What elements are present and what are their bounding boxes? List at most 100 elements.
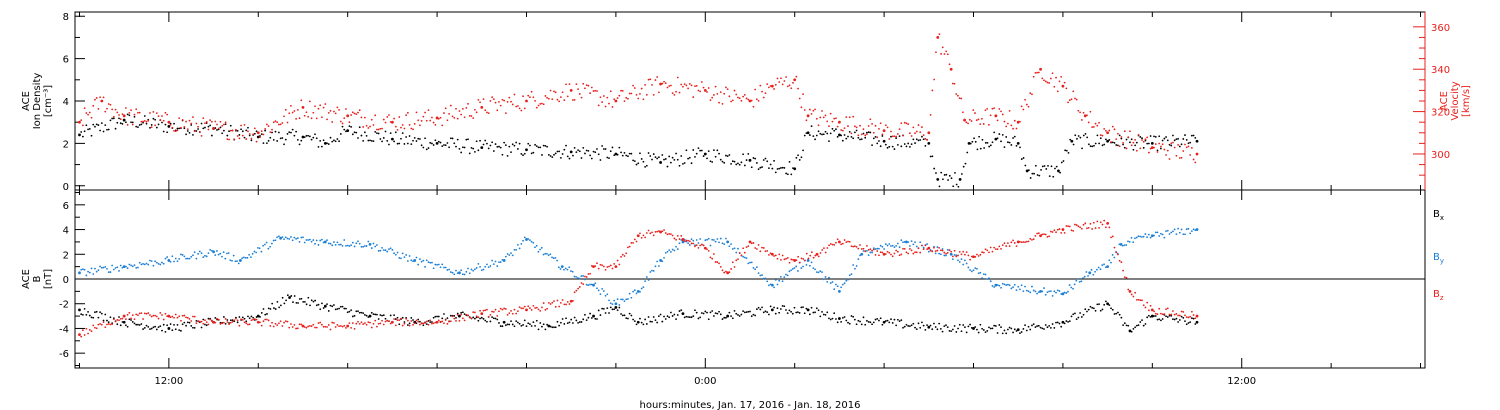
data-point xyxy=(618,146,621,149)
data-point xyxy=(769,163,772,166)
data-point xyxy=(501,325,504,328)
data-point xyxy=(443,144,445,146)
data-point xyxy=(819,270,822,273)
data-point xyxy=(699,238,702,240)
data-point xyxy=(840,134,843,137)
data-point xyxy=(183,255,186,258)
data-point xyxy=(465,138,468,141)
data-point xyxy=(1063,291,1066,294)
data-point xyxy=(537,250,540,253)
data-point xyxy=(884,243,887,246)
data-point xyxy=(819,315,822,318)
series-blue-bottom xyxy=(78,227,1199,306)
data-point xyxy=(288,131,291,134)
data-point xyxy=(559,301,562,304)
data-point xyxy=(272,325,275,328)
data-point xyxy=(492,310,495,313)
data-point xyxy=(406,260,409,262)
data-point xyxy=(636,320,640,324)
data-point xyxy=(914,241,916,244)
data-point xyxy=(133,264,136,267)
data-point xyxy=(601,307,604,310)
data-point xyxy=(205,324,208,327)
data-point xyxy=(565,144,567,147)
data-point xyxy=(688,244,691,246)
data-point xyxy=(92,104,95,107)
data-point xyxy=(599,314,602,316)
data-point xyxy=(188,119,191,122)
data-point xyxy=(226,252,228,255)
data-point xyxy=(935,172,937,174)
data-point xyxy=(343,324,346,327)
data-point xyxy=(350,114,353,116)
data-point xyxy=(986,330,989,332)
data-point xyxy=(979,123,982,126)
data-point xyxy=(1105,138,1107,141)
data-point xyxy=(511,103,514,106)
data-point xyxy=(95,97,98,99)
data-point xyxy=(749,261,751,264)
data-point xyxy=(989,327,992,330)
data-point xyxy=(453,142,456,145)
data-point xyxy=(857,319,860,322)
data-point xyxy=(256,320,260,324)
data-point xyxy=(788,84,791,87)
data-point xyxy=(977,255,980,257)
data-point xyxy=(1029,177,1032,179)
data-point xyxy=(993,286,996,288)
data-point xyxy=(1180,156,1183,159)
data-point xyxy=(561,318,564,320)
data-point xyxy=(82,135,84,138)
data-point xyxy=(300,297,303,300)
data-point xyxy=(267,139,270,142)
data-point xyxy=(389,247,392,250)
data-point xyxy=(936,178,940,181)
data-point xyxy=(346,324,350,328)
data-point xyxy=(730,315,732,318)
data-point xyxy=(221,124,224,127)
data-point xyxy=(446,119,449,122)
data-point xyxy=(845,137,848,140)
data-point xyxy=(162,323,165,326)
data-point xyxy=(281,296,284,299)
data-point xyxy=(412,128,414,131)
data-point xyxy=(207,252,210,255)
data-point xyxy=(1051,294,1054,297)
data-point xyxy=(984,273,987,276)
data-point xyxy=(1156,151,1159,153)
data-point xyxy=(1085,271,1088,273)
data-point xyxy=(1163,137,1166,140)
data-point xyxy=(420,119,423,122)
data-point xyxy=(401,324,404,327)
data-point xyxy=(293,134,296,137)
data-point xyxy=(95,270,98,273)
data-point xyxy=(907,142,910,145)
data-point xyxy=(716,261,719,263)
data-point xyxy=(800,156,803,159)
data-point xyxy=(1180,310,1183,313)
data-point xyxy=(754,314,757,317)
data-point xyxy=(742,255,745,258)
data-point xyxy=(276,324,279,327)
data-point xyxy=(443,112,445,114)
data-point xyxy=(140,263,143,266)
data-point xyxy=(1022,108,1025,111)
data-point xyxy=(896,133,899,135)
velocity-axis-label-line: ACE xyxy=(1439,91,1450,111)
data-point xyxy=(435,116,439,120)
data-point xyxy=(721,242,724,245)
data-point xyxy=(577,88,579,91)
data-point xyxy=(874,254,877,256)
data-point xyxy=(271,321,273,324)
data-point xyxy=(346,129,350,133)
data-point xyxy=(805,307,808,310)
data-point xyxy=(360,245,363,248)
data-point xyxy=(327,143,330,145)
data-point xyxy=(412,139,414,142)
data-point xyxy=(135,125,138,128)
data-point xyxy=(690,162,693,165)
data-point xyxy=(640,287,643,290)
data-point xyxy=(434,315,437,318)
data-point xyxy=(1110,261,1112,264)
data-point xyxy=(910,249,913,252)
